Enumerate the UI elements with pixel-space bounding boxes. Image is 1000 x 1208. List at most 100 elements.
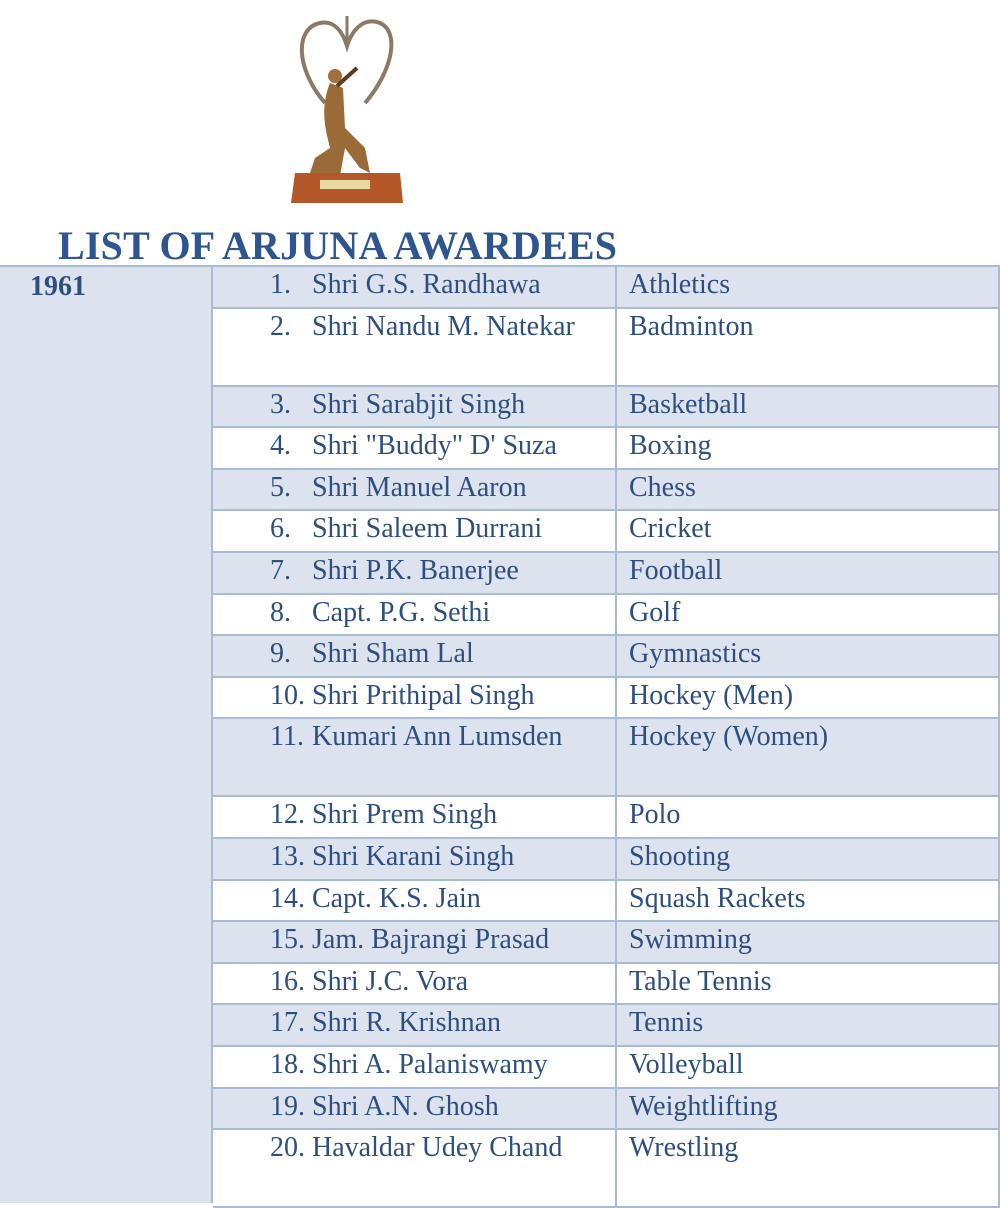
table-row: 19. Shri A.N. Ghosh Weightlifting [213, 1088, 1000, 1131]
awardee-name-cell: 1. Shri G.S. Randhawa [213, 267, 617, 307]
awardee-number: 17. [270, 1007, 305, 1039]
awardee-number: 16. [270, 965, 305, 997]
awardee-name: Shri Nandu M. Natekar [312, 310, 575, 342]
awardee-name: Havaldar Udey Chand [312, 1132, 563, 1164]
awardee-name-cell: 8. Capt. P.G. Sethi [213, 594, 617, 635]
awardee-name: Shri Sarabjit Singh [312, 388, 526, 420]
awardee-name: Capt. P.G. Sethi [312, 596, 491, 628]
sport-cell: Gymnastics [617, 636, 1000, 676]
awardee-name: Shri Prem Singh [312, 799, 498, 831]
sport-cell: Table Tennis [617, 963, 1000, 1004]
awardee-name-cell: 19. Shri A.N. Ghosh [213, 1088, 617, 1129]
awardee-number: 2. [270, 310, 291, 342]
sport-cell: Hockey (Women) [617, 719, 1000, 796]
awardee-name: Shri G.S. Randhawa [312, 269, 541, 300]
table-row: 3. Shri Sarabjit Singh Basketball [213, 386, 1000, 429]
sport-cell: Boxing [617, 428, 1000, 468]
sport-cell: Weightlifting [617, 1088, 1000, 1129]
sport-cell: Football [617, 552, 1000, 593]
table-row: 11. Kumari Ann Lumsden Hockey (Women) [213, 719, 1000, 798]
awardee-number: 20. [270, 1132, 305, 1164]
sport-cell: Swimming [617, 922, 1000, 962]
table-row: 10. Shri Prithipal Singh Hockey (Men) [213, 677, 1000, 720]
year-cell: 1961 [0, 267, 213, 1203]
awardee-name: Capt. K.S. Jain [312, 882, 481, 914]
awardee-number: 7. [270, 554, 291, 586]
awardee-number: 3. [270, 388, 291, 420]
table-row: 7. Shri P.K. Banerjee Football [213, 552, 1000, 595]
awardee-name: Kumari Ann Lumsden [312, 721, 563, 753]
awardee-number: 19. [270, 1090, 305, 1122]
awardee-name-cell: 14. Capt. K.S. Jain [213, 880, 617, 921]
sport-cell: Shooting [617, 838, 1000, 879]
awardee-name-cell: 5. Shri Manuel Aaron [213, 469, 617, 510]
table-row: 2. Shri Nandu M. Natekar Badminton [213, 308, 1000, 387]
awardee-name: Shri Manuel Aaron [312, 471, 527, 503]
awardee-number: 8. [270, 596, 291, 628]
arjuna-trophy-image [291, 16, 403, 203]
awardee-number: 14. [270, 882, 305, 914]
table-row: 1. Shri G.S. Randhawa Athletics [213, 267, 1000, 309]
sport-cell: Hockey (Men) [617, 677, 1000, 718]
table-row: 5. Shri Manuel Aaron Chess [213, 469, 1000, 512]
table-row: 18. Shri A. Palaniswamy Volleyball [213, 1046, 1000, 1089]
awardee-number: 12. [270, 799, 305, 831]
sport-cell: Cricket [617, 511, 1000, 551]
year-label: 1961 [30, 271, 86, 302]
awardee-name-cell: 15. Jam. Bajrangi Prasad [213, 922, 617, 962]
awardee-name-cell: 18. Shri A. Palaniswamy [213, 1046, 617, 1087]
awardee-name: Shri Prithipal Singh [312, 679, 535, 711]
sport-cell: Polo [617, 797, 1000, 837]
awardee-name-cell: 6. Shri Saleem Durrani [213, 511, 617, 551]
awardee-number: 15. [270, 924, 305, 956]
awardee-name-cell: 16. Shri J.C. Vora [213, 963, 617, 1004]
table-row: 9. Shri Sham Lal Gymnastics [213, 636, 1000, 678]
sport-cell: Golf [617, 594, 1000, 635]
awardee-number: 10. [270, 679, 305, 711]
table-row: 15. Jam. Bajrangi Prasad Swimming [213, 922, 1000, 964]
awardee-number: 11. [270, 721, 304, 753]
sport-cell: Volleyball [617, 1046, 1000, 1087]
awardee-name: Shri "Buddy" D' Suza [312, 430, 557, 462]
page-title: LIST OF ARJUNA AWARDEES [58, 223, 618, 268]
awardee-name: Shri Sham Lal [312, 638, 474, 670]
awardee-name-cell: 12. Shri Prem Singh [213, 797, 617, 837]
awardee-number: 6. [270, 513, 291, 545]
awardee-name-cell: 9. Shri Sham Lal [213, 636, 617, 676]
table-row: 13. Shri Karani Singh Shooting [213, 838, 1000, 881]
awardee-name: Shri A.N. Ghosh [312, 1090, 499, 1122]
sport-cell: Badminton [617, 308, 1000, 385]
sport-cell: Wrestling [617, 1130, 1000, 1207]
awardee-number: 4. [270, 430, 291, 462]
awardee-number: 1. [270, 269, 291, 300]
awardee-name-cell: 3. Shri Sarabjit Singh [213, 386, 617, 427]
awardee-name-cell: 11. Kumari Ann Lumsden [213, 719, 617, 796]
awardee-name: Shri J.C. Vora [312, 965, 469, 997]
awardee-name-cell: 20. Havaldar Udey Chand [213, 1130, 617, 1207]
awardee-number: 9. [270, 638, 291, 670]
awardee-name-cell: 17. Shri R. Krishnan [213, 1005, 617, 1045]
awardees-table: 1961 1. Shri G.S. Randhawa Athletics 2. Shri… [0, 265, 1000, 1208]
awardee-number: 18. [270, 1048, 305, 1080]
sport-cell: Chess [617, 469, 1000, 510]
awardee-rows: 1. Shri G.S. Randhawa Athletics 2. Shri Nand… [213, 267, 1000, 1208]
awardee-name: Shri R. Krishnan [312, 1007, 501, 1039]
table-row: 6. Shri Saleem Durrani Cricket [213, 511, 1000, 553]
awardee-name-cell: 7. Shri P.K. Banerjee [213, 552, 617, 593]
table-row: 12. Shri Prem Singh Polo [213, 797, 1000, 839]
awardee-name: Jam. Bajrangi Prasad [312, 924, 550, 956]
awardee-number: 13. [270, 840, 305, 872]
sport-cell: Basketball [617, 386, 1000, 427]
sport-cell: Tennis [617, 1005, 1000, 1045]
table-row: 4. Shri "Buddy" D' Suza Boxing [213, 428, 1000, 470]
awardee-name: Shri Karani Singh [312, 840, 515, 872]
awardee-name-cell: 4. Shri "Buddy" D' Suza [213, 428, 617, 468]
awardee-name: Shri A. Palaniswamy [312, 1048, 548, 1080]
awardee-name-cell: 13. Shri Karani Singh [213, 838, 617, 879]
awardee-name-cell: 10. Shri Prithipal Singh [213, 677, 617, 718]
table-row: 16. Shri J.C. Vora Table Tennis [213, 963, 1000, 1006]
awardee-name-cell: 2. Shri Nandu M. Natekar [213, 308, 617, 385]
awardee-name: Shri P.K. Banerjee [312, 554, 519, 586]
table-row: 20. Havaldar Udey Chand Wrestling [213, 1130, 1000, 1208]
sport-cell: Athletics [617, 267, 1000, 307]
